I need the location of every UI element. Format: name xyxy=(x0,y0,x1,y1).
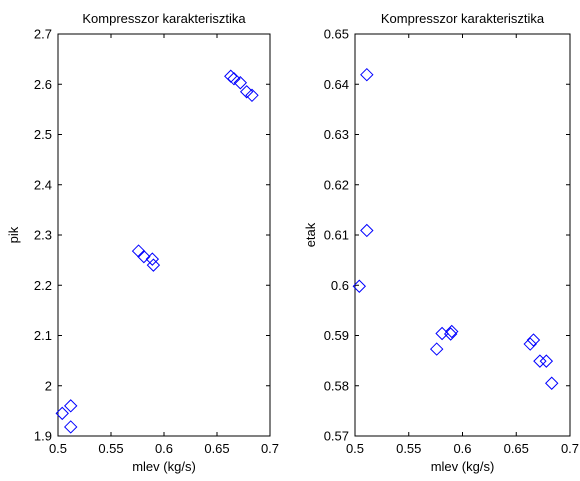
x-tick-label: 0.65 xyxy=(204,441,229,456)
y-axis-label: pik xyxy=(6,226,21,243)
data-point-diamond xyxy=(137,249,151,264)
y-tick-label: 2 xyxy=(45,378,52,393)
x-axis-label: mlev (kg/s) xyxy=(132,459,196,474)
x-axis-label: mlev (kg/s) xyxy=(431,459,495,474)
y-tick-label: 1.9 xyxy=(34,429,52,444)
chart-title: Kompresszor karakterisztika xyxy=(381,11,545,26)
x-tick-label: 0.7 xyxy=(261,441,279,456)
x-tick-label: 0.7 xyxy=(561,441,579,456)
y-tick-label: 0.6 xyxy=(331,278,349,293)
plot-frame xyxy=(57,33,271,437)
data-point-diamond xyxy=(545,376,559,390)
plot-frame xyxy=(354,33,571,437)
left-chart-panel: 0.5 0.55 0.6 0.65 0.7 1.9 2 2.1 2.2 2.3 2.4 2.5 2.6 2… xyxy=(6,11,279,474)
data-point-diamond xyxy=(245,88,259,103)
y-axis-label: etak xyxy=(303,222,318,247)
y-tick-label: 2.6 xyxy=(34,77,52,92)
data-point-diamond xyxy=(55,406,69,421)
y-tick-label: 0.58 xyxy=(324,378,349,393)
x-tick-label: 0.5 xyxy=(49,441,67,456)
y-tick-label: 0.57 xyxy=(324,429,349,444)
data-point-diamond xyxy=(533,354,547,368)
y-tick-label: 2.3 xyxy=(34,228,52,243)
data-point-diamond xyxy=(352,279,367,293)
data-point-diamond xyxy=(227,72,241,86)
data-point-diamond xyxy=(526,333,541,347)
y-tick-label: 0.61 xyxy=(324,228,349,243)
x-tick-label: 0.55 xyxy=(396,441,421,456)
data-point-diamond xyxy=(145,252,160,266)
x-tick-label: 0.55 xyxy=(98,441,123,456)
x-tick-label: 0.6 xyxy=(155,441,173,456)
y-tick-label: 2.1 xyxy=(34,328,52,343)
y-tick-label: 2.7 xyxy=(34,27,52,42)
data-point-diamond xyxy=(146,258,161,272)
y-tick-label: 0.62 xyxy=(324,177,349,192)
right-chart-panel: 0.5 0.55 0.6 0.65 0.7 0.57 0.58 0.59 0.6 0.61 0.62… xyxy=(303,11,579,474)
y-tick-label: 2.4 xyxy=(34,177,52,192)
data-point-diamond xyxy=(523,337,537,351)
data-point-diamond xyxy=(64,399,78,413)
y-tick-label: 2.2 xyxy=(34,278,52,293)
y-tick-label: 0.65 xyxy=(324,27,349,42)
data-point-diamond xyxy=(539,354,554,368)
data-point-diamond xyxy=(360,223,374,238)
data-point-diamond xyxy=(239,85,254,99)
data-point-diamond xyxy=(360,67,374,82)
data-point-diamond xyxy=(445,324,459,339)
y-tick-label: 0.64 xyxy=(324,77,349,92)
y-tick-label: 0.59 xyxy=(324,328,349,343)
data-point-diamond xyxy=(233,76,248,90)
x-tick-label: 0.5 xyxy=(346,441,364,456)
data-point-diamond xyxy=(64,420,78,434)
x-tick-label: 0.65 xyxy=(504,441,529,456)
data-point-diamond xyxy=(429,342,444,356)
y-tick-label: 2.5 xyxy=(34,127,52,142)
x-tick-label: 0.6 xyxy=(453,441,471,456)
chart-title: Kompresszor karakterisztika xyxy=(82,11,246,26)
y-tick-label: 0.63 xyxy=(324,127,349,142)
